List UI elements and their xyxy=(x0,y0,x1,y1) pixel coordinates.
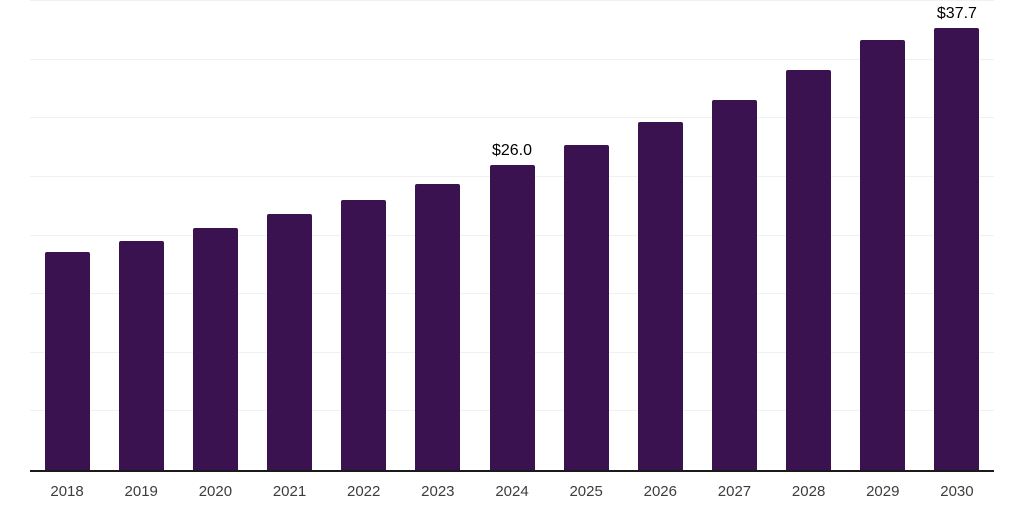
plot-area: $26.0 $37.7 xyxy=(30,0,994,472)
x-tick-2024: 2024 xyxy=(495,483,529,500)
data-label-2030: $37.7 xyxy=(936,4,977,22)
bar-2026 xyxy=(637,121,683,470)
bar-2029 xyxy=(860,39,906,470)
bar-2024 xyxy=(489,165,535,470)
bar-2021 xyxy=(267,214,313,470)
x-tick-2020: 2020 xyxy=(198,483,233,500)
x-tick-2026: 2026 xyxy=(643,483,677,500)
gridline-35 xyxy=(30,58,994,60)
bar-2020 xyxy=(192,228,238,470)
gridline-40 xyxy=(30,0,994,1)
x-tick-2030: 2030 xyxy=(940,483,974,500)
bar-2028 xyxy=(786,70,832,470)
x-tick-2018: 2018 xyxy=(50,483,84,500)
x-tick-2027: 2027 xyxy=(717,483,752,500)
x-tick-2029: 2029 xyxy=(866,483,900,500)
bar-2018 xyxy=(44,251,90,470)
x-tick-2028: 2028 xyxy=(791,483,826,500)
bar-2019 xyxy=(118,241,164,470)
x-tick-2022: 2022 xyxy=(347,483,381,500)
bar-2030 xyxy=(934,27,980,470)
x-tick-2019: 2019 xyxy=(124,483,158,500)
data-label-2024: $26.0 xyxy=(491,142,533,160)
bar-2023 xyxy=(415,183,461,470)
bar-2022 xyxy=(341,200,387,470)
x-tick-2023: 2023 xyxy=(421,483,455,500)
x-tick-2025: 2025 xyxy=(569,483,603,500)
x-axis: 2018 2019 2020 2021 2022 2023 2024 2025 2026 2027… xyxy=(30,471,994,512)
bar-2027 xyxy=(711,99,757,470)
bar-2025 xyxy=(563,145,609,470)
x-tick-2021: 2021 xyxy=(272,483,307,500)
gridline-30 xyxy=(30,117,994,119)
